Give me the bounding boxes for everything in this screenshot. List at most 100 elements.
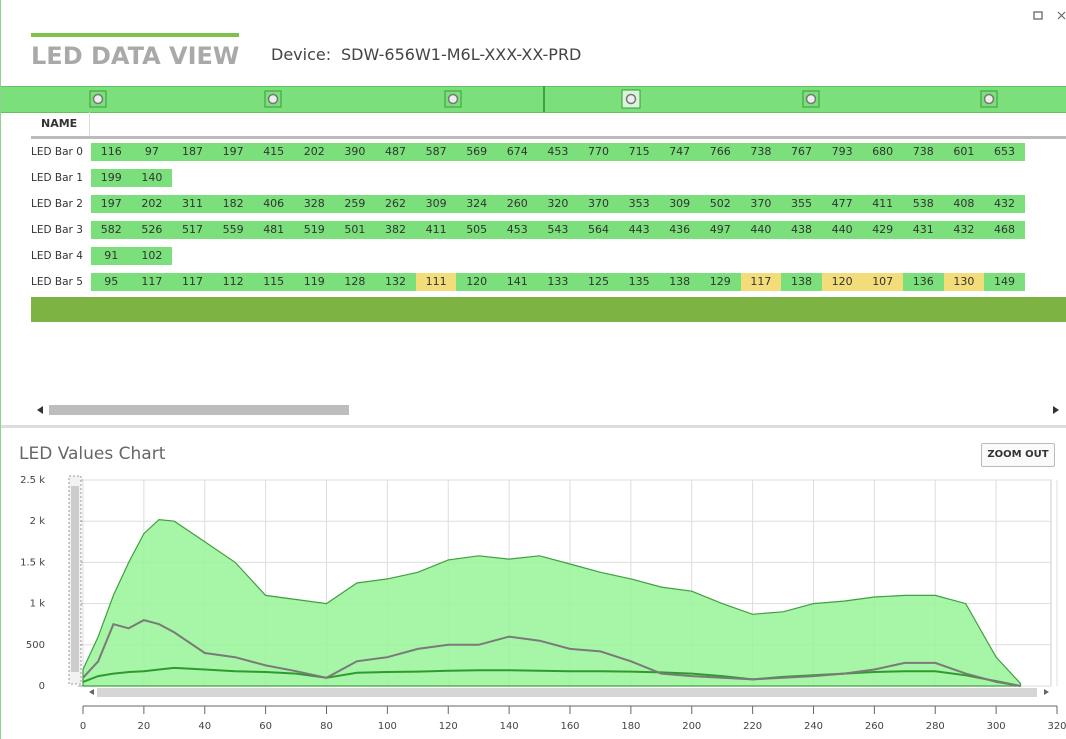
x-tick-label: 160: [560, 721, 579, 732]
cell: 138: [659, 273, 700, 291]
cell: 543: [537, 221, 579, 239]
cell: 429: [862, 221, 903, 239]
cell: 715: [618, 143, 660, 161]
y-tick-label: 2 k: [30, 516, 46, 527]
separator: [1, 425, 1066, 428]
cell: 259: [334, 195, 376, 213]
cell: 432: [943, 221, 985, 239]
x-tick-label: 40: [198, 721, 211, 732]
cell: 370: [578, 195, 619, 213]
cell: 432: [984, 195, 1025, 213]
x-tick-label: 20: [138, 721, 151, 732]
chart: 0 500 1 k 1.5 k 2 k 2.5 k 0 20 40 60 80 100 120 140 16…: [20, 475, 1066, 732]
cell: 477: [821, 195, 863, 213]
zoom-out-button[interactable]: ZOOM OUT: [981, 443, 1055, 467]
cell: 431: [903, 221, 944, 239]
cell: 320: [537, 195, 579, 213]
cell: 738: [903, 143, 944, 161]
cell: 443: [618, 221, 660, 239]
cell: 519: [294, 221, 335, 239]
cell: 202: [294, 143, 335, 161]
cell: 187: [172, 143, 213, 161]
cell: 767: [781, 143, 822, 161]
y-tick-label: 2.5 k: [20, 475, 45, 486]
x-tick-label: 60: [259, 721, 272, 732]
cell: 501: [334, 221, 376, 239]
cell: 199: [91, 169, 132, 187]
cell: 135: [618, 273, 660, 291]
footer-bar: [31, 297, 1066, 322]
cell: 136: [903, 273, 944, 291]
device-name: SDW-656W1-M6L-XXX-XX-PRD: [341, 45, 582, 64]
cell: 120: [456, 273, 497, 291]
window-buttons[interactable]: [1031, 8, 1066, 24]
cell: 436: [659, 221, 700, 239]
cell: 97: [131, 143, 173, 161]
x-tick-label: 120: [439, 721, 458, 732]
cell: 260: [497, 195, 538, 213]
cell: 408: [943, 195, 985, 213]
cell: 738: [740, 143, 782, 161]
cell: 601: [943, 143, 985, 161]
cell: 569: [456, 143, 497, 161]
chart-title: LED Values Chart: [19, 444, 166, 464]
table-scrollbar[interactable]: [1, 402, 1066, 418]
column-divider: [89, 112, 90, 137]
line: [82, 619, 1021, 687]
x-tick-label: 180: [621, 721, 640, 732]
y-tick-label: 500: [26, 640, 45, 651]
cell: 309: [659, 195, 700, 213]
marker-strip: [1, 86, 1066, 113]
cell: 453: [537, 143, 579, 161]
cell: 440: [821, 221, 863, 239]
cell: 128: [334, 273, 376, 291]
x-tick-label: 240: [804, 721, 823, 732]
h-scroll-right: [1044, 689, 1049, 695]
cell: 138: [781, 273, 822, 291]
cell: 107: [862, 273, 903, 291]
x-tick-label: 140: [500, 721, 519, 732]
cell: 133: [537, 273, 579, 291]
cell: 415: [253, 143, 294, 161]
cell: 117: [172, 273, 213, 291]
cell: 262: [375, 195, 416, 213]
area: [82, 518, 1022, 687]
device-label: Device:: [271, 45, 332, 64]
cell: 440: [740, 221, 782, 239]
y-tick-label: 1 k: [30, 599, 46, 610]
cell: 149: [984, 273, 1025, 291]
x-tick-label: 80: [320, 721, 333, 732]
cell: 141: [497, 273, 538, 291]
cell: 102: [131, 247, 173, 265]
cell: 674: [497, 143, 538, 161]
cell: 95: [91, 273, 132, 291]
title-accent: [31, 33, 239, 37]
cell: 197: [212, 143, 254, 161]
cell: 355: [781, 195, 822, 213]
column-header: NAME: [41, 117, 78, 130]
y-tick-label: 0: [39, 681, 45, 692]
row-name: LED Bar 3: [31, 224, 83, 236]
markers[interactable]: [1, 86, 1066, 112]
cell: 517: [172, 221, 213, 239]
cell: 370: [740, 195, 782, 213]
x-tick-label: 260: [865, 721, 884, 732]
x-tick-label: 300: [987, 721, 1006, 732]
cell: 125: [578, 273, 619, 291]
cell: 487: [375, 143, 416, 161]
cell: 502: [700, 195, 741, 213]
cell: 116: [91, 143, 132, 161]
cell: 328: [294, 195, 335, 213]
cell: 481: [253, 221, 294, 239]
row-name: LED Bar 1: [31, 172, 83, 184]
cell: 324: [456, 195, 497, 213]
cell: 653: [984, 143, 1025, 161]
cell: 382: [375, 221, 416, 239]
cell: 130: [943, 273, 985, 291]
cell: 129: [700, 273, 741, 291]
cell: 117: [740, 273, 782, 291]
h-scrollbar: [97, 688, 1037, 697]
x-tick-label: 320: [1047, 721, 1066, 732]
row-name: LED Bar 5: [31, 276, 83, 288]
cell: 353: [618, 195, 660, 213]
